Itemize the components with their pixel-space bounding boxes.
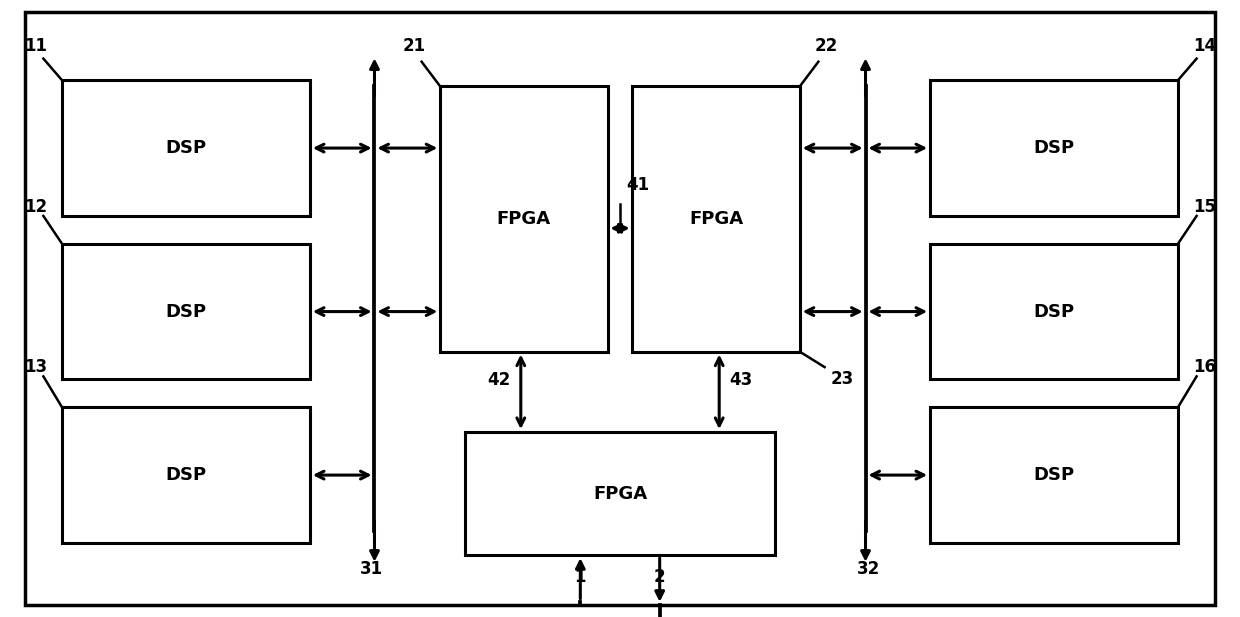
- Text: 14: 14: [1193, 37, 1216, 56]
- Text: DSP: DSP: [1033, 302, 1075, 321]
- Text: DSP: DSP: [165, 302, 207, 321]
- Text: FPGA: FPGA: [497, 210, 551, 228]
- Bar: [62, 244, 310, 379]
- Bar: [440, 86, 608, 352]
- Bar: [632, 86, 800, 352]
- Text: 16: 16: [1193, 358, 1216, 376]
- Text: 12: 12: [24, 197, 47, 216]
- Text: 41: 41: [626, 176, 650, 194]
- Text: 15: 15: [1193, 197, 1216, 216]
- Text: 43: 43: [729, 371, 753, 389]
- Text: 2: 2: [653, 568, 666, 586]
- Bar: [930, 407, 1178, 543]
- Text: DSP: DSP: [1033, 139, 1075, 157]
- Text: 31: 31: [360, 560, 383, 578]
- Text: 23: 23: [831, 370, 854, 388]
- Bar: [62, 407, 310, 543]
- Text: 22: 22: [815, 37, 838, 56]
- Text: 11: 11: [24, 37, 47, 56]
- Bar: [930, 80, 1178, 216]
- Text: 1: 1: [574, 568, 587, 586]
- Text: DSP: DSP: [165, 466, 207, 484]
- Text: 13: 13: [24, 358, 47, 376]
- Bar: [465, 432, 775, 555]
- Text: 42: 42: [487, 371, 511, 389]
- Text: 32: 32: [857, 560, 880, 578]
- Text: FPGA: FPGA: [593, 484, 647, 503]
- Bar: [62, 80, 310, 216]
- Text: 21: 21: [402, 37, 425, 56]
- Text: DSP: DSP: [1033, 466, 1075, 484]
- Bar: [930, 244, 1178, 379]
- Text: FPGA: FPGA: [689, 210, 743, 228]
- Text: DSP: DSP: [165, 139, 207, 157]
